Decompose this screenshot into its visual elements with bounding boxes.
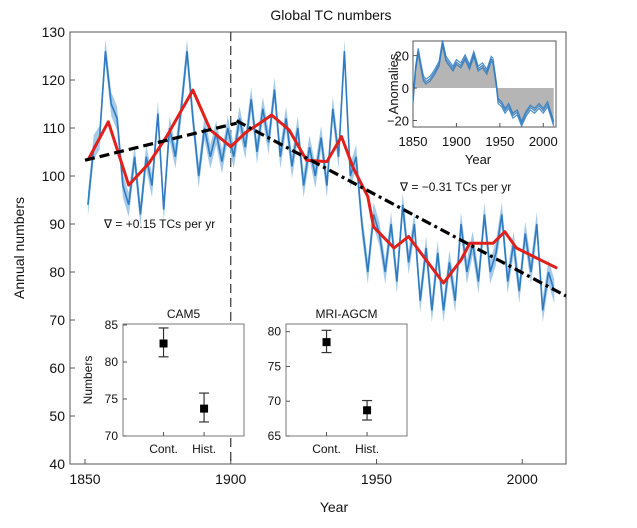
cam5-x-tick-label: Hist.	[192, 442, 216, 456]
trend-label-left: ∇ = +0.15 TCs per yr	[103, 217, 215, 231]
mri-y-tick-label: 80	[268, 325, 282, 339]
cam5-y-tick-label: 75	[105, 392, 119, 406]
main-plot: 40 50 60 70 80 90 100 110 120 130 1850 1900 1950 2000…	[42, 24, 567, 487]
mri-x-tick-label: Hist.	[355, 442, 379, 456]
x-tick-label: 2000	[507, 471, 538, 487]
inset-y-tick-label: −20	[387, 114, 409, 129]
y-tick-label: 100	[42, 168, 66, 184]
mri-point	[363, 406, 372, 415]
cam5-inset: CAM5 70 75 80 85 Cont. Hist. Numbers	[81, 307, 245, 456]
y-tick-label: 70	[49, 312, 65, 328]
x-tick-label: 1850	[69, 471, 100, 487]
inset-x-tick-label: 1850	[399, 134, 428, 149]
y-tick-label: 40	[49, 456, 65, 472]
y-tick-label: 60	[49, 360, 65, 376]
cam5-y-label: Numbers	[81, 356, 95, 405]
y-tick-label: 80	[49, 264, 65, 280]
anomaly-line	[412, 40, 555, 123]
mri-y-tick-label: 75	[268, 359, 282, 373]
cam5-y-tick-label: 80	[105, 355, 119, 369]
cam5-frame	[122, 323, 245, 437]
mri-y-tick-label: 70	[268, 394, 282, 408]
annual-series-line	[87, 51, 556, 311]
y-tick-label: 50	[49, 408, 65, 424]
y-tick-label: 120	[42, 72, 66, 88]
inset-y-tick-label: 0	[402, 81, 409, 96]
anomaly-line	[412, 44, 555, 128]
anomalies-inset: −20 0 20 1850 1900 1950 2000 Anomalies Year	[386, 40, 558, 167]
trend-label-right: ∇ = −0.31 TCs per yr	[399, 180, 511, 194]
mri-agcm-inset: MRI-AGCM 65 70 75 80 Cont. Hist.	[268, 307, 408, 456]
annual-spread-band	[87, 39, 555, 323]
mri-y-tick-label: 65	[268, 429, 282, 443]
y-axis-label: Annual numbers	[11, 197, 27, 299]
y-tick-label: 110	[43, 120, 66, 136]
trend-line	[235, 119, 567, 298]
cam5-x-tick-label: Cont.	[149, 442, 178, 456]
inset-x-tick-label: 1950	[485, 134, 514, 149]
inset-x-tick-label: 1900	[442, 134, 471, 149]
smoothed-series-line	[86, 88, 558, 285]
anomaly-line	[412, 42, 555, 126]
inset-x-tick-label: 2000	[529, 134, 558, 149]
mri-x-tick-label: Cont.	[312, 442, 341, 456]
inset-x-label: Year	[465, 152, 492, 167]
inset-y-tick-label: 20	[395, 49, 409, 64]
anomaly-fill	[413, 42, 554, 124]
cam5-point	[159, 339, 168, 348]
x-tick-label: 1950	[361, 471, 392, 487]
x-tick-label: 1900	[215, 471, 246, 487]
x-axis-label: Year	[320, 499, 349, 515]
cam5-y-tick-label: 70	[105, 429, 119, 443]
cam5-y-tick-label: 85	[105, 318, 119, 332]
mri-point	[322, 338, 331, 347]
mri-title: MRI-AGCM	[316, 307, 378, 321]
inset-y-label: Anomalies	[386, 53, 401, 114]
chart-title: Global TC numbers	[270, 7, 391, 23]
mri-frame	[285, 323, 408, 437]
y-tick-label: 90	[49, 216, 65, 232]
plot-frame	[69, 31, 567, 465]
trend-line	[84, 121, 237, 162]
y-tick-label: 130	[42, 24, 66, 40]
cam5-title: CAM5	[167, 307, 201, 321]
cam5-point	[200, 404, 209, 413]
